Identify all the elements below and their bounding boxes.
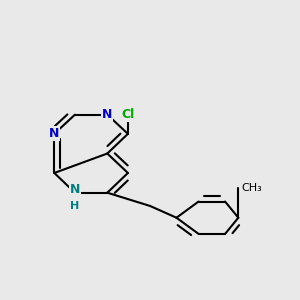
Text: Cl: Cl (121, 108, 134, 121)
Text: CH₃: CH₃ (241, 183, 262, 193)
Text: H: H (70, 201, 80, 211)
Text: N: N (49, 127, 59, 140)
Text: N: N (102, 108, 112, 121)
Text: N: N (70, 183, 80, 196)
